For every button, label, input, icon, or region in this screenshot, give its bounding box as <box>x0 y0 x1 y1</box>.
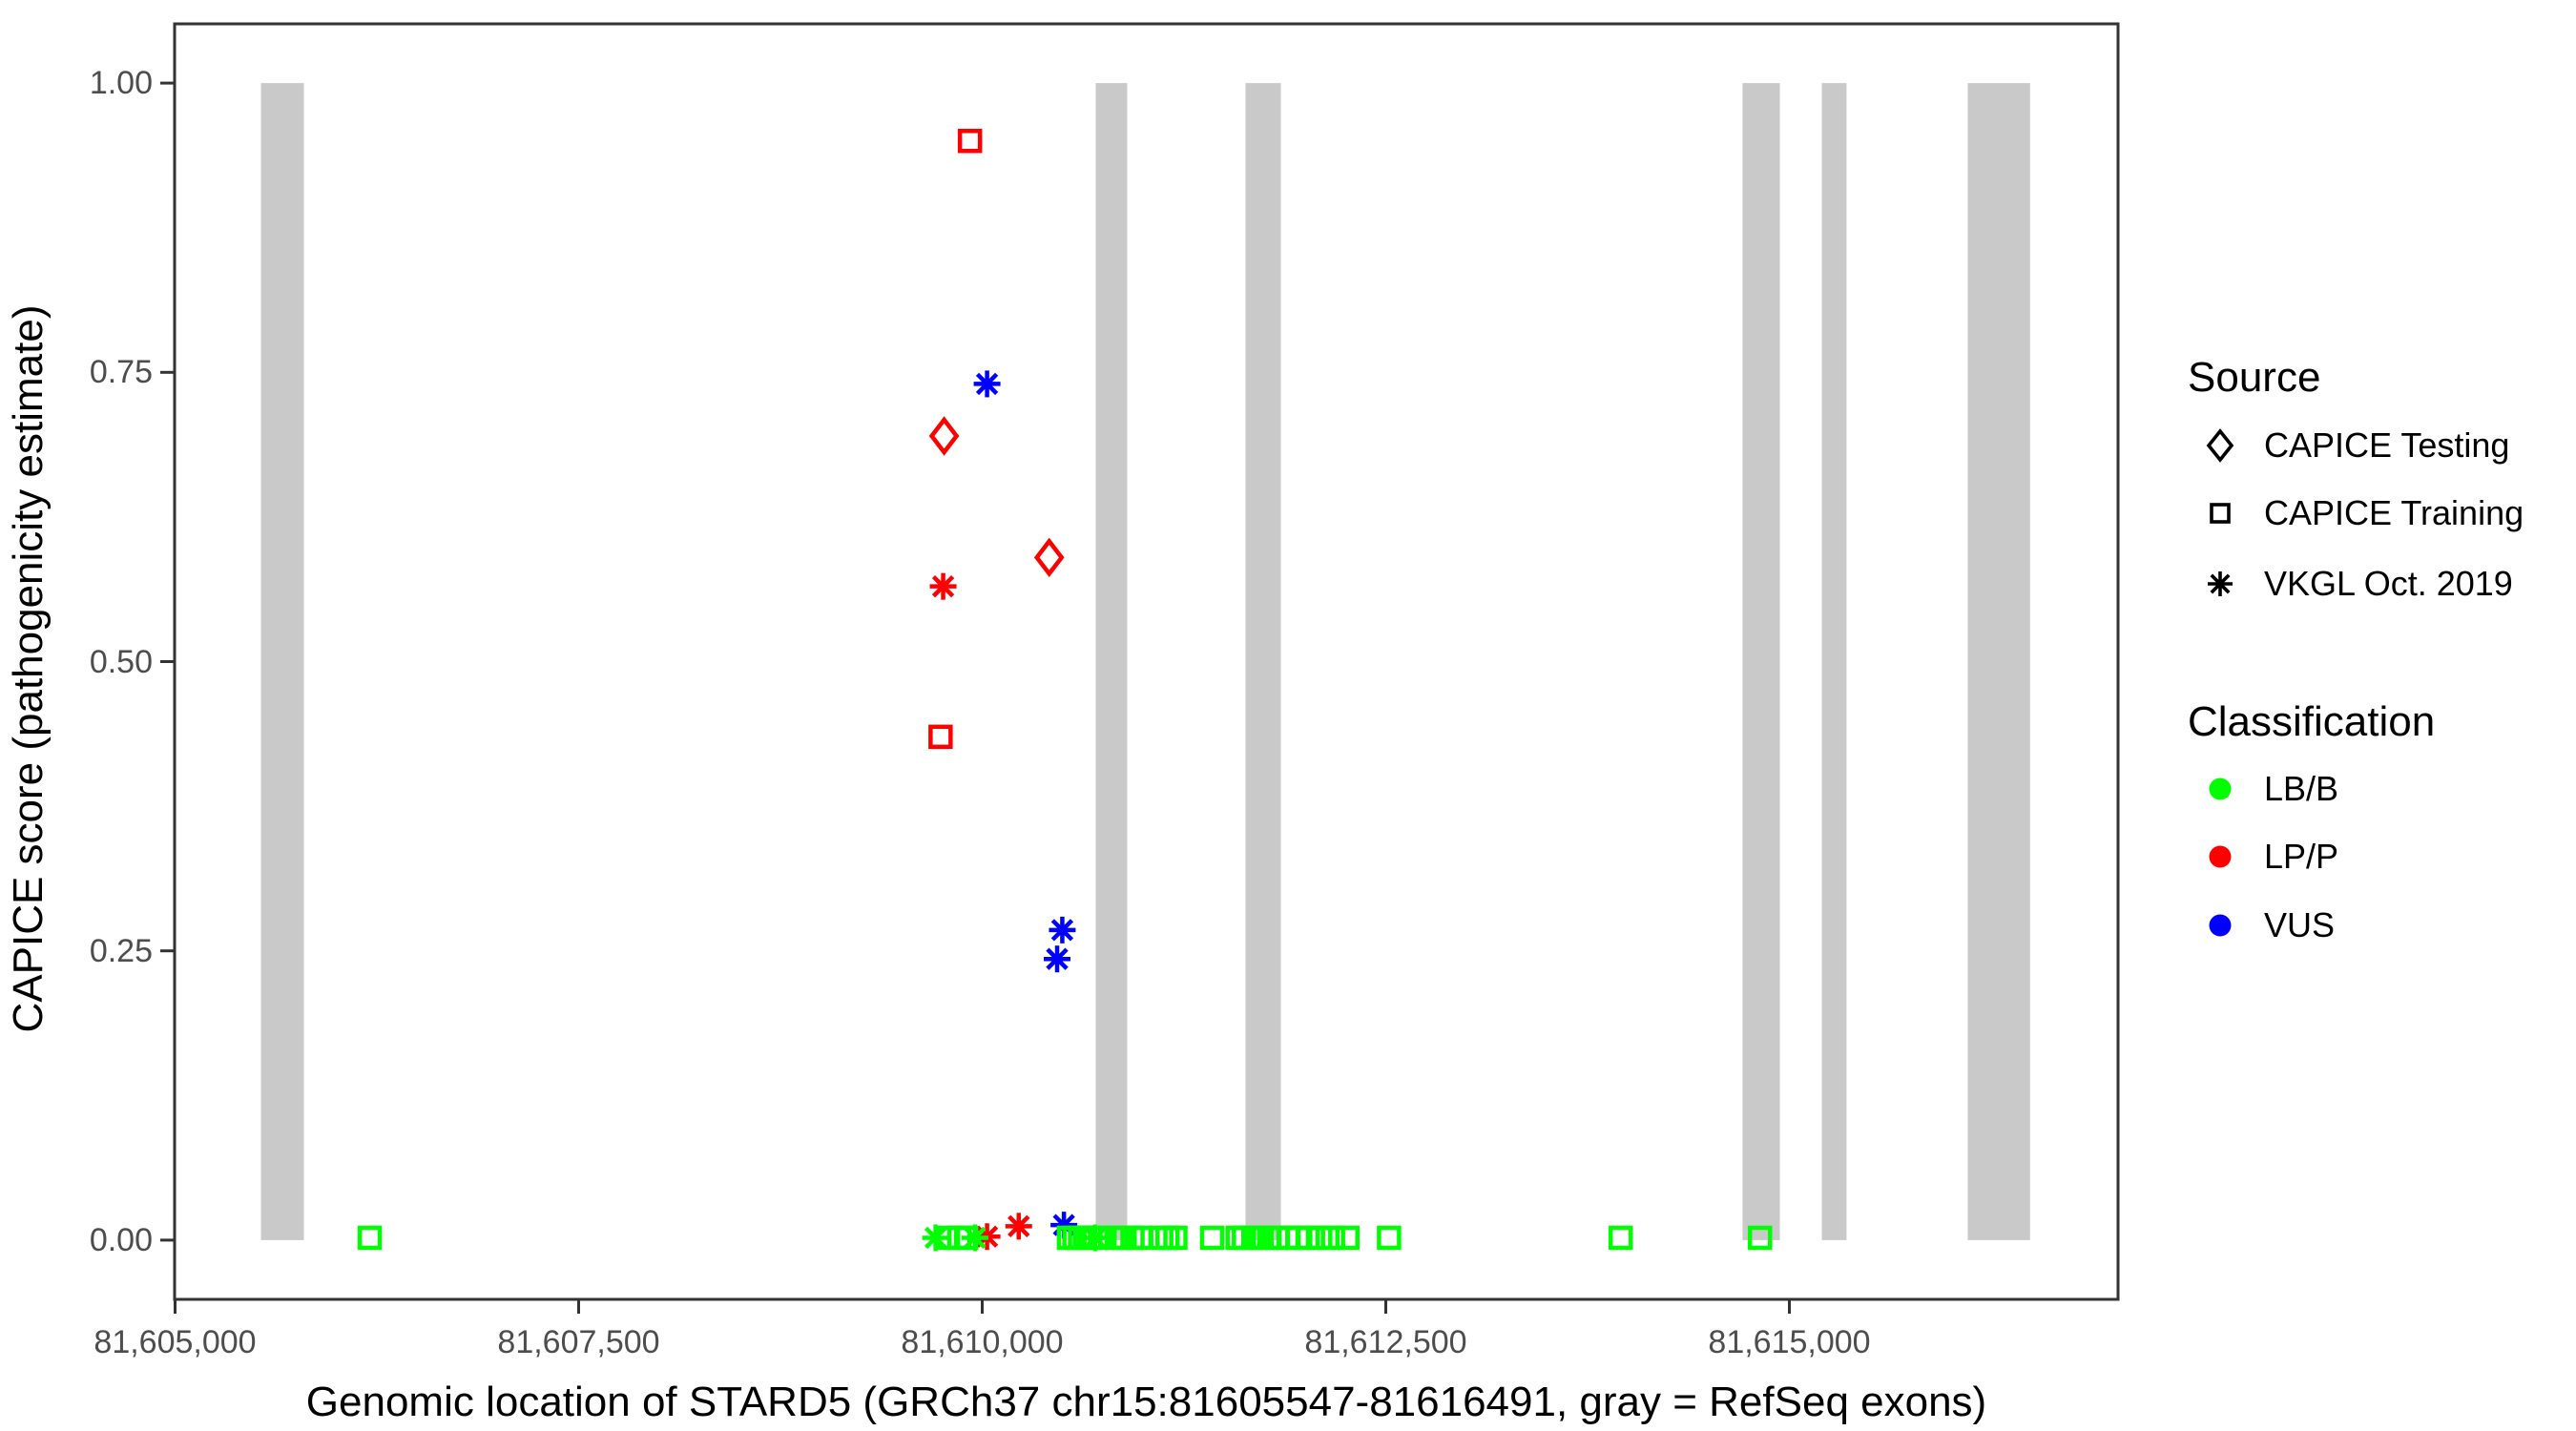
legend-label: LB/B <box>2264 769 2339 808</box>
data-point-square <box>953 1225 979 1251</box>
data-point-asterisk <box>973 370 1001 398</box>
legend-item-vkgl: VKGL Oct. 2019 <box>2201 561 2513 607</box>
data-point-square <box>1199 1225 1225 1251</box>
data-point-asterisk <box>1044 945 1071 973</box>
legend-classification-title: Classification <box>2188 698 2436 745</box>
data-point-asterisk <box>1049 916 1076 944</box>
x-tick-label: 81,610,000 <box>901 1324 1064 1360</box>
red-dot-icon <box>2201 834 2251 880</box>
data-point-square <box>1163 1225 1188 1251</box>
legend-label: CAPICE Training <box>2264 493 2524 532</box>
data-point-square <box>1377 1225 1402 1251</box>
y-tick-label: 0.00 <box>89 1221 153 1258</box>
refseq-exon-bar <box>1095 83 1128 1240</box>
data-point-square <box>357 1225 383 1251</box>
refseq-exon-bar <box>1967 83 2030 1240</box>
data-point-square <box>1747 1225 1773 1251</box>
data-point-asterisk <box>929 572 957 600</box>
refseq-exon-bar <box>1245 83 1281 1240</box>
green-dot-icon <box>2201 766 2251 812</box>
data-point-asterisk <box>922 1224 949 1252</box>
legend-label: VUS <box>2264 905 2336 944</box>
legend-label: VKGL Oct. 2019 <box>2264 564 2513 603</box>
asterisk-icon <box>2201 561 2251 607</box>
data-point-square <box>1308 1225 1333 1251</box>
legend-label: CAPICE Testing <box>2264 425 2510 465</box>
blue-dot-icon <box>2201 902 2251 948</box>
data-point-square <box>1320 1225 1345 1251</box>
x-tick-label: 81,615,000 <box>1708 1324 1871 1360</box>
diamond-icon <box>2201 423 2251 468</box>
data-point-diamond <box>928 416 960 456</box>
refseq-exon-bar <box>1821 83 1847 1240</box>
legend-item-vus: VUS <box>2201 902 2335 948</box>
legend-item-lbb: LB/B <box>2201 766 2338 812</box>
data-point-square <box>1608 1225 1633 1251</box>
y-tick-label: 0.75 <box>89 354 153 391</box>
x-tick-label: 81,605,000 <box>93 1324 257 1360</box>
x-tick-label: 81,612,500 <box>1304 1324 1467 1360</box>
legend-item-lpp: LP/P <box>2201 834 2338 880</box>
x-axis-title: Genomic location of STARD5 (GRCh37 chr15… <box>305 1379 1987 1425</box>
data-point-square <box>928 724 953 750</box>
y-tick-label: 0.50 <box>89 643 153 680</box>
data-point-diamond <box>1033 537 1065 578</box>
x-tick-label: 81,607,500 <box>497 1324 660 1360</box>
refseq-exon-bar <box>1742 83 1780 1240</box>
legend-item-capice-testing: CAPICE Testing <box>2201 423 2509 468</box>
legend-item-capice-training: CAPICE Training <box>2201 490 2524 536</box>
legend-source-title: Source <box>2188 354 2321 401</box>
refseq-exon-bar <box>260 83 304 1240</box>
y-tick-label: 0.25 <box>89 932 153 969</box>
y-tick-label: 1.00 <box>89 65 153 102</box>
data-point-square <box>1295 1225 1320 1251</box>
square-icon <box>2201 490 2251 536</box>
data-point-asterisk <box>1005 1213 1032 1240</box>
data-point-square <box>1149 1225 1174 1251</box>
data-point-square <box>1088 1225 1113 1251</box>
legend-label: LP/P <box>2264 837 2339 876</box>
data-point-square <box>1335 1225 1360 1251</box>
data-point-square <box>957 128 983 154</box>
